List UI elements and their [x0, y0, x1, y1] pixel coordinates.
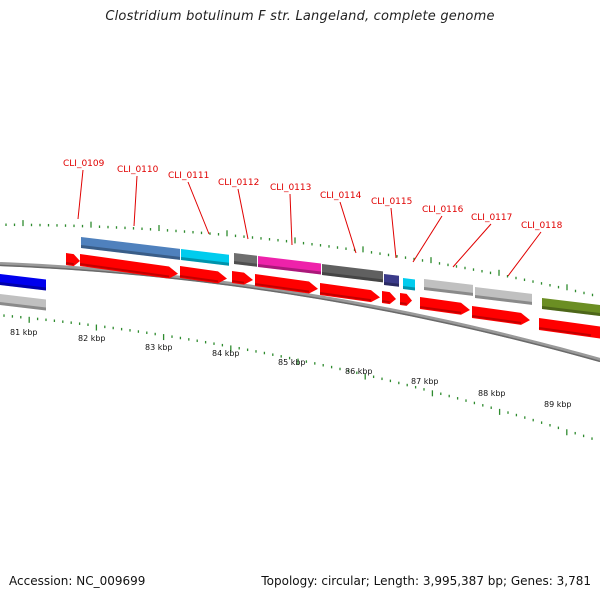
- cds-arrow: [80, 254, 178, 279]
- label-leader: [412, 215, 443, 263]
- cds-arrow-shade: [254, 283, 310, 293]
- kbp-label: 81 kbp: [10, 328, 38, 337]
- map-title: Clostridium botulinum F str. Langeland, …: [105, 9, 495, 24]
- label-leader: [390, 207, 397, 259]
- cds-arrow-shade: [79, 263, 170, 278]
- feature-block: [0, 294, 46, 311]
- cds-arrow: [539, 318, 600, 339]
- accession-text: Accession: NC_009699: [9, 574, 146, 588]
- feature-block-shade: [258, 264, 321, 275]
- feature-block: [322, 264, 383, 283]
- backbone-line: [0, 262, 600, 362]
- cds-arrow-shade: [381, 300, 390, 304]
- gene-label: CLI_0113: [270, 183, 311, 193]
- gene-label: CLI_0111: [168, 171, 209, 181]
- feature-track: [0, 237, 600, 316]
- gene-label: CLI_0109: [63, 159, 105, 169]
- cds-arrow-shade: [419, 306, 462, 314]
- label-leader: [452, 223, 492, 268]
- cds-arrow: [382, 291, 396, 305]
- cds-arrow-shade: [471, 315, 522, 324]
- genome-backbone: [0, 262, 600, 363]
- kbp-label: 85 kbp: [278, 358, 306, 367]
- cds-arrow: [66, 253, 80, 267]
- cds-arrow: [420, 297, 470, 315]
- label-leader: [133, 175, 138, 227]
- gene-label: CLI_0110: [117, 165, 159, 175]
- cds-arrow-shade: [538, 327, 592, 337]
- gene-label: CLI_0116: [422, 205, 464, 215]
- label-leaders: [77, 169, 542, 277]
- feature-block: [424, 279, 473, 296]
- feature-block: [542, 298, 600, 316]
- gene-labels: CLI_0109 CLI_0110 CLI_0111 CLI_0112 CLI_0113…: [63, 159, 563, 231]
- cds-arrow: [180, 266, 227, 284]
- label-leader: [237, 188, 249, 240]
- gene-label: CLI_0114: [320, 191, 362, 201]
- label-leader: [187, 181, 210, 235]
- feature-block: [81, 237, 180, 260]
- cds-arrow-shade: [399, 302, 407, 305]
- cds-arrow-shade: [231, 280, 245, 284]
- cds-arrow: [472, 306, 530, 325]
- feature-block: [403, 278, 415, 291]
- feature-block: [181, 249, 229, 266]
- inner-tick-ring: [3, 314, 593, 440]
- kbp-label: 86 kbp: [345, 367, 373, 376]
- feature-block-shade: [181, 257, 229, 266]
- gene-label: CLI_0112: [218, 178, 259, 188]
- cds-arrow: [320, 283, 380, 303]
- feature-block: [258, 256, 321, 275]
- feature-block-shade: [424, 287, 473, 296]
- cds-arrow-shade: [65, 262, 74, 266]
- cds-arrow: [400, 293, 412, 306]
- kbp-labels: 81 kbp 82 kbp 83 kbp 84 kbp 85 kbp 86 kbp 87 k…: [10, 328, 572, 409]
- kbp-label: 89 kbp: [544, 400, 572, 409]
- kbp-label: 87 kbp: [411, 377, 439, 386]
- cds-arrow: [255, 274, 318, 294]
- feature-block: [384, 274, 399, 287]
- feature-block-shade: [0, 282, 46, 291]
- kbp-label: 88 kbp: [478, 389, 506, 398]
- feature-block-shade: [0, 302, 46, 311]
- feature-block: [234, 253, 257, 267]
- kbp-label: 83 kbp: [145, 343, 173, 352]
- feature-block-shade: [81, 245, 180, 260]
- outer-tick-ring: [5, 220, 594, 297]
- feature-block-shade: [542, 306, 600, 316]
- label-leader: [339, 201, 357, 254]
- topology-summary: Topology: circular; Length: 3,995,387 bp…: [261, 574, 591, 588]
- feature-block-shade: [234, 261, 257, 267]
- label-leader: [77, 169, 84, 220]
- gene-label: CLI_0118: [521, 221, 563, 231]
- kbp-label: 82 kbp: [78, 334, 106, 343]
- feature-block-shade: [475, 295, 532, 305]
- cds-track: [65, 253, 600, 339]
- gene-label: CLI_0115: [371, 197, 412, 207]
- cds-arrow-shade: [179, 275, 219, 283]
- cds-arrow: [232, 271, 253, 285]
- label-leader: [507, 231, 542, 277]
- feature-block-shade: [322, 272, 383, 283]
- feature-block-shade: [384, 282, 399, 287]
- backbone-shadow: [0, 264, 600, 363]
- kbp-label: 84 kbp: [212, 349, 240, 358]
- gene-label: CLI_0117: [471, 213, 512, 223]
- cds-arrow-shade: [319, 292, 372, 302]
- label-leader: [289, 193, 293, 246]
- feature-block: [0, 274, 46, 291]
- feature-block-shade: [403, 286, 415, 291]
- feature-block: [475, 287, 532, 305]
